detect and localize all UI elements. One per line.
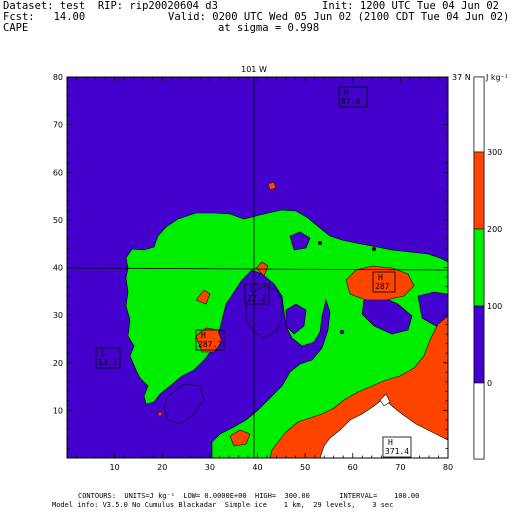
- y-tick-label: 20: [53, 359, 63, 368]
- y-tick-label: 70: [53, 121, 63, 130]
- x-tick-label: 50: [300, 463, 310, 472]
- cape-region-high: [195, 289, 211, 305]
- cape-region-low-island: [245, 285, 283, 339]
- cape-dot: [157, 411, 163, 417]
- dataset-label: Dataset: test RIP: rip20020604 d3: [3, 0, 218, 12]
- color-bar-segment-blue: [473, 305, 485, 384]
- parallel-label: 37 N: [452, 73, 471, 82]
- extremum-value: 13.1: [98, 358, 117, 367]
- cape-region-high: [267, 181, 277, 191]
- y-tick-label: 60: [53, 168, 63, 177]
- color-bar-label: 0: [487, 379, 492, 388]
- y-tick-label: 30: [53, 311, 63, 320]
- extremum-type: L: [101, 349, 106, 358]
- cape-region-low-island: [289, 231, 311, 251]
- cape-region-high: [229, 429, 251, 447]
- y-tick-label: 50: [53, 216, 63, 225]
- extremum-type: L: [250, 285, 255, 294]
- x-tick-label: 70: [395, 463, 405, 472]
- extremum-value: 12.2: [247, 294, 266, 303]
- meridian-label: 101 W: [241, 65, 267, 74]
- extremum-label: H 287: [372, 271, 396, 293]
- extremum-label: H 371.4: [382, 436, 412, 458]
- forecast-hour-label: Fcst: 14.00: [3, 11, 86, 23]
- contours-info: CONTOURS: UNITS=J kg⁻¹ LOW= 0.0000E+00 H…: [78, 492, 420, 500]
- extremum-type: H: [201, 331, 206, 340]
- y-tick-label: 10: [53, 406, 63, 415]
- extremum-label: L 13.1: [95, 347, 121, 369]
- extremum-label: H 87.4: [338, 86, 368, 108]
- extremum-type: H: [388, 438, 393, 447]
- extremum-value: 371.4: [385, 447, 409, 456]
- color-bar-label: 300: [487, 148, 502, 157]
- level-label: at sigma = 0.998: [218, 22, 320, 34]
- cape-dot: [318, 241, 322, 245]
- x-tick-label: 80: [443, 463, 453, 472]
- valid-time-label: Valid: 0200 UTC Wed 05 Jun 02 (2100 CDT …: [168, 11, 510, 23]
- color-bar-segment-orange: [473, 151, 485, 230]
- x-tick-label: 40: [252, 463, 262, 472]
- x-tick-label: 60: [348, 463, 358, 472]
- color-bar-segment-white: [473, 76, 485, 153]
- extremum-label: L 12.2: [244, 283, 270, 305]
- cape-region-low-island: [163, 383, 205, 425]
- color-bar-label: 100: [487, 302, 502, 311]
- cape-region-high: [195, 327, 223, 353]
- extremum-value: 87.4: [341, 97, 360, 106]
- cape-region-low-island: [417, 291, 448, 327]
- cape-region-extreme: [379, 393, 391, 407]
- extremum-label: H 287.7: [195, 329, 225, 351]
- model-info: Model info: V3.5.0 No Cumulus Blackadar …: [52, 501, 394, 509]
- y-tick-label: 80: [53, 73, 63, 82]
- extremum-type: H: [344, 88, 349, 97]
- color-bar-label: 200: [487, 225, 502, 234]
- field-name-label: CAPE: [3, 22, 29, 34]
- extremum-value: 287: [375, 282, 390, 291]
- color-bar-segment-white-low: [473, 382, 485, 460]
- parallel-line: [67, 267, 448, 271]
- cape-dot: [339, 329, 345, 335]
- color-bar-segment-green: [473, 228, 485, 307]
- x-tick-label: 10: [110, 463, 120, 472]
- color-bar-unit: J kg⁻¹: [485, 73, 508, 82]
- init-time-label: Init: 1200 UTC Tue 04 Jun 02: [322, 0, 500, 12]
- x-tick-label: 20: [157, 463, 167, 472]
- cape-region-low-island: [285, 303, 307, 335]
- extremum-value: 287.7: [198, 340, 222, 349]
- cape-region-high: [345, 265, 415, 301]
- color-bar: J kg⁻¹ 300 200 100 0: [473, 73, 508, 460]
- y-tick-label: 40: [53, 264, 63, 273]
- cape-region-extreme: [319, 397, 448, 458]
- extremum-type: H: [378, 273, 383, 282]
- x-tick-label: 30: [205, 463, 215, 472]
- cape-dot: [372, 247, 376, 251]
